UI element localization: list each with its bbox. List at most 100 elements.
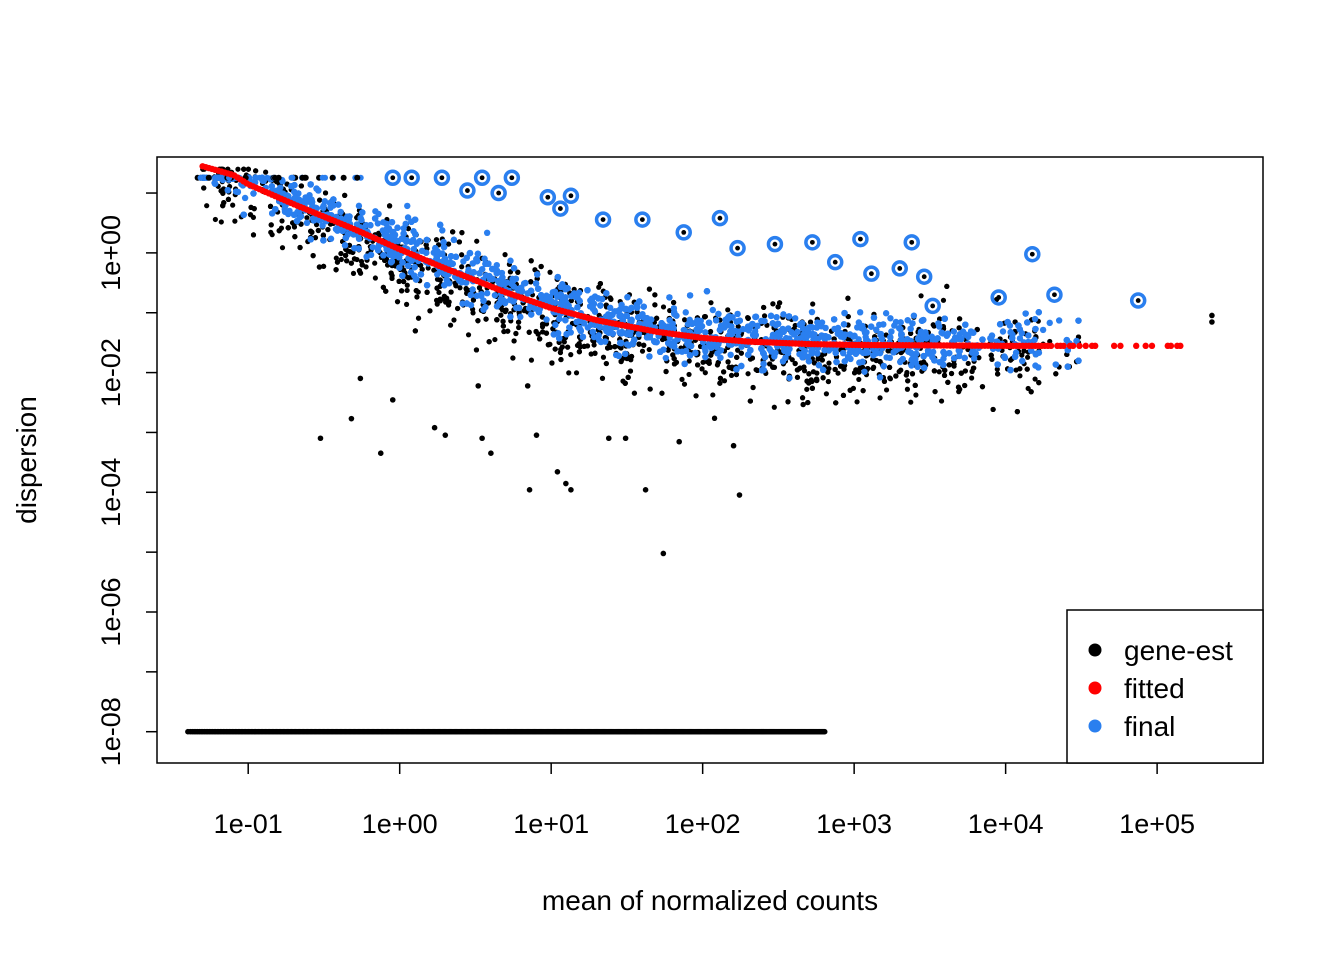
final-point [772,322,780,329]
final-point [1025,332,1032,339]
final-point [628,304,635,312]
gene-est-point [627,368,634,374]
gene-est-point [394,299,401,305]
final-point [682,309,689,316]
gene-est-point [298,183,304,189]
gene-est-point [268,222,274,228]
final-point [319,204,327,211]
final-point [940,361,947,369]
final-point [792,315,799,322]
final-point [819,366,827,374]
gene-est-point [524,383,531,389]
final-point [342,234,350,242]
gene-est-point [700,359,706,365]
final-point [485,272,493,280]
gene-est-point [448,289,454,295]
final-point [380,252,387,259]
final-point [888,328,895,335]
gene-est-point [810,369,817,375]
final-point [441,282,448,289]
gene-est-point [883,387,890,393]
gene-est-point [427,308,433,314]
gene-est-point [455,305,461,312]
outlier-ring [1046,286,1063,303]
gene-est-point [733,371,740,378]
gene-est-point [218,188,224,194]
final-point [811,331,818,338]
outlier-ring [729,239,746,257]
gene-est-point [840,392,847,398]
final-point [411,216,419,223]
final-point [692,349,699,357]
gene-est-point [510,355,516,361]
final-point [841,358,848,365]
final-point [595,295,602,302]
gene-est-point [577,344,583,350]
final-point [549,289,557,296]
final-point [335,201,342,208]
gene-est-point [676,438,682,445]
gene-est-point [581,343,587,349]
final-point [374,220,382,227]
gene-est-point [573,370,580,376]
gene-est-point [717,380,723,386]
final-point [399,259,406,266]
final-point [897,319,904,326]
gene-est-point [955,384,962,390]
final-point [709,306,717,314]
gene-est-point [563,480,569,487]
final-point [485,260,492,267]
final-point [303,219,311,227]
gene-est-point [622,435,629,442]
gene-est-point [738,350,744,356]
gene-est-point [801,368,808,374]
final-point [563,330,570,338]
final-point [396,264,403,271]
final-point [685,341,693,348]
final-point [268,210,276,217]
final-point [285,210,292,218]
outlier-center [681,229,687,235]
gene-est-point [1008,357,1014,363]
outlier-ring [473,169,491,187]
final-point [870,352,877,359]
gene-est-point [315,227,321,234]
gene-est-point [702,370,708,376]
final-point [308,198,316,206]
final-point [482,303,489,311]
gene-est-point [450,229,456,235]
final-point [635,314,642,321]
gene-est-point [707,329,713,335]
gene-est-point [568,487,574,493]
final-point [590,333,598,341]
gene-est-point [804,386,810,392]
final-point [493,303,501,310]
final-point [394,224,401,231]
gene-est-point [660,550,667,557]
final-point [528,311,535,318]
gene-est-point [636,341,642,347]
gene-est-point [457,285,463,291]
gene-est-point [507,269,514,275]
gene-est-point [835,370,841,376]
gene-est-point [708,352,714,358]
final-point [640,303,647,310]
gene-est-point [708,300,714,306]
final-point [689,320,696,327]
gene-est-point [437,277,443,283]
gene-est-point [559,344,565,350]
final-point [550,331,558,338]
final-point [782,354,789,362]
final-point [666,294,673,301]
gene-est-point [1053,371,1059,377]
gene-est-point [351,256,358,262]
gene-est-point [833,400,839,406]
final-point [705,319,713,326]
gene-est-point [494,317,500,323]
final-point [861,329,869,336]
gene-est-point [597,281,603,287]
outlier-center [509,175,515,181]
gene-est-point [792,360,798,367]
final-point [674,348,681,355]
gene-est-point [681,317,688,323]
